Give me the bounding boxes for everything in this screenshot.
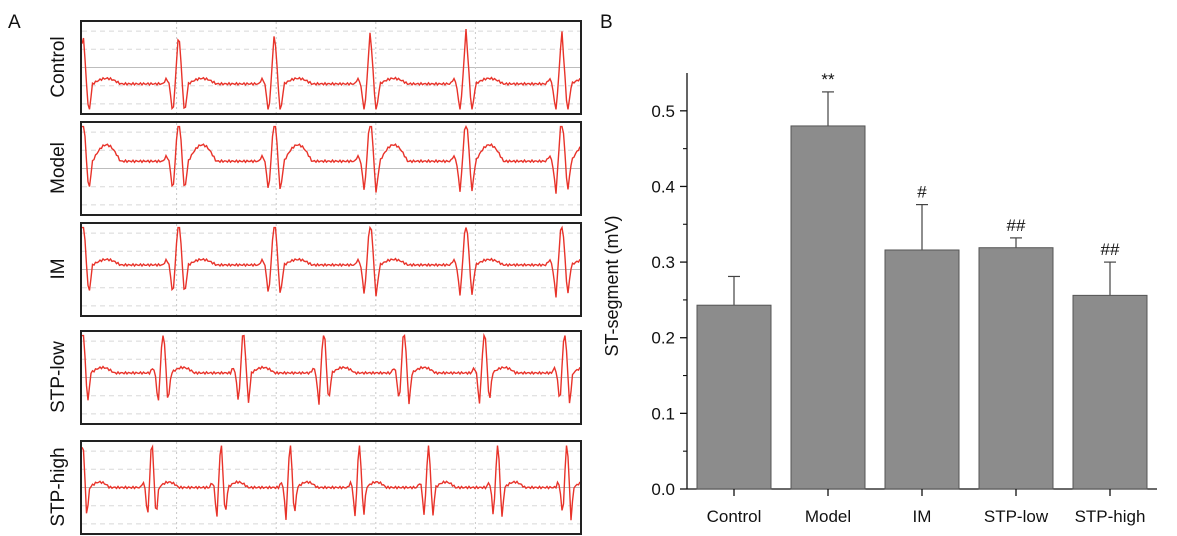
y-tick-label: 0.4 [651,177,675,196]
ecg-trace-line [82,124,580,194]
bar [696,304,772,490]
ecg-row-control: Control [40,20,582,115]
bar [884,249,960,490]
ecg-trace-line [82,444,580,521]
x-tick-label: STP-low [984,507,1049,526]
y-tick-label: 0.1 [651,404,675,423]
ecg-label-text: STP-low [48,340,69,413]
y-tick-label: 0.2 [651,329,675,348]
ecg-trace-box [80,440,582,535]
significance-marker: # [917,183,927,202]
x-tick-label: STP-high [1075,507,1146,526]
ecg-label: Model [40,121,78,214]
ecg-label-text: STP-high [48,446,69,527]
ecg-label-text: Control [48,35,69,98]
significance-marker: ** [821,70,835,89]
ecg-label-text: Model [48,141,69,194]
y-tick-label: 0.3 [651,253,675,272]
ecg-trace-line [82,225,580,298]
ecg-trace-box [80,121,582,216]
ecg-row-stp-high: STP-high [40,440,582,535]
ecg-row-im: IM [40,222,582,317]
panel-b-letter: B [600,12,613,33]
y-axis-label: ST-segment (mV) [602,215,622,356]
ecg-row-model: Model [40,121,582,216]
bar [790,125,866,490]
bar [978,247,1054,490]
panel-a-letter: A [8,12,21,33]
x-tick-label: Model [805,507,851,526]
y-tick-label: 0.5 [651,102,675,121]
ecg-trace-control [82,22,580,113]
ecg-trace-stp-high [82,442,580,533]
ecg-trace-model [82,123,580,214]
ecg-trace-stp-low [82,332,580,423]
ecg-label: Control [40,20,78,113]
x-tick-label: Control [707,507,762,526]
ecg-label-text: IM [48,257,69,280]
ecg-label: STP-low [40,330,78,423]
ecg-row-stp-low: STP-low [40,330,582,425]
y-tick-label: 0.0 [651,480,675,499]
significance-marker: ## [1101,240,1120,259]
ecg-label: IM [40,222,78,315]
x-tick-label: IM [913,507,932,526]
ecg-trace-box [80,330,582,425]
ecg-trace-line [82,332,580,405]
ecg-trace-line [82,29,580,111]
ecg-trace-im [82,224,580,315]
ecg-trace-box [80,222,582,317]
ecg-trace-box [80,20,582,115]
significance-marker: ## [1007,216,1026,235]
bar [1072,294,1148,490]
ecg-label: STP-high [40,440,78,533]
bar-chart: 0.0 0.1 0.2 0.3 0.4 0.5 ST-segment (mV) Control… [602,70,1157,526]
